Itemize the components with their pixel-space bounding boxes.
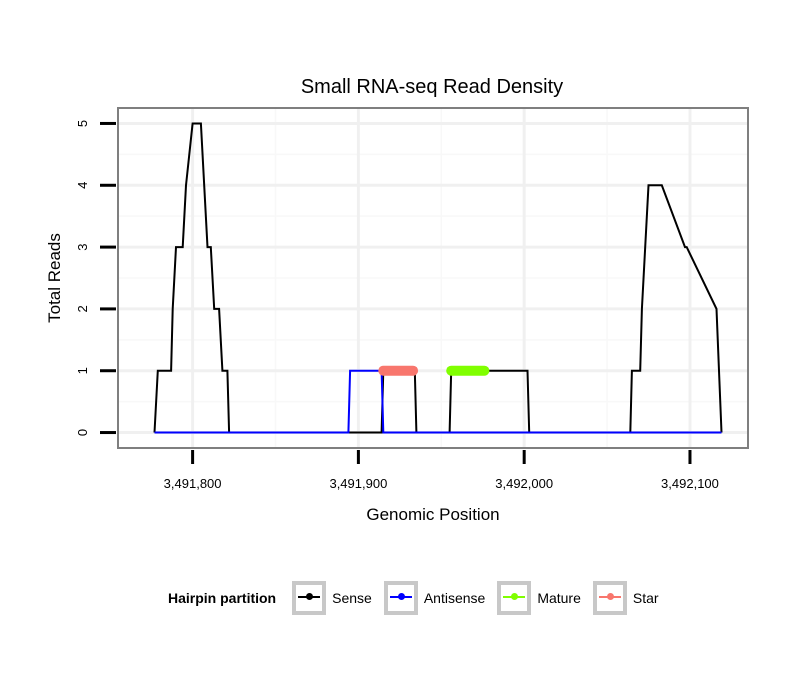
x-tick-label: 3,492,000 bbox=[495, 476, 553, 491]
y-axis-label: Total Reads bbox=[45, 233, 64, 323]
axes: 3,491,800 3,491,900 3,492,000 3,492,100 0 1 2 3… bbox=[75, 120, 719, 491]
legend-item-mature: Mature bbox=[497, 581, 587, 615]
x-tick-label: 3,491,900 bbox=[329, 476, 387, 491]
legend-dot-antisense bbox=[397, 593, 405, 600]
legend-title: Hairpin partition bbox=[168, 590, 277, 606]
series-line-antisense bbox=[154, 369, 722, 434]
legend-label-star: Star bbox=[632, 590, 659, 606]
legend-label-mature: Mature bbox=[537, 590, 581, 606]
legend-dot-mature bbox=[511, 593, 519, 600]
legend-label-antisense: Antisense bbox=[423, 590, 486, 606]
x-tick-label: 3,491,800 bbox=[164, 476, 222, 491]
y-tick-label: 1 bbox=[75, 367, 90, 374]
legend-dot-star bbox=[606, 593, 614, 600]
legend-item-star: Star bbox=[592, 581, 665, 615]
y-tick-label: 0 bbox=[75, 429, 90, 436]
legend-item-sense: Sense bbox=[292, 581, 378, 615]
legend-dot-sense bbox=[306, 593, 314, 600]
legend-key-sense bbox=[292, 581, 327, 615]
x-axis-label: Genomic Position bbox=[366, 505, 499, 524]
legend-key-star bbox=[592, 581, 627, 615]
series-lines bbox=[153, 122, 723, 434]
y-tick-label: 3 bbox=[75, 243, 90, 250]
y-tick-label: 5 bbox=[75, 120, 90, 127]
x-tick-label: 3,492,100 bbox=[661, 476, 719, 491]
legend-item-antisense: Antisense bbox=[383, 581, 491, 615]
plot-border bbox=[117, 107, 749, 449]
chart-title: Small RNA-seq Read Density bbox=[301, 76, 563, 98]
legend-key-antisense bbox=[383, 581, 418, 615]
legend-key-mature bbox=[497, 581, 532, 615]
legend-label-sense: Sense bbox=[332, 590, 372, 606]
y-tick-label: 4 bbox=[75, 182, 90, 189]
legend: Hairpin partition Sense Antisense Mature… bbox=[168, 578, 671, 618]
y-tick-label: 2 bbox=[75, 305, 90, 312]
